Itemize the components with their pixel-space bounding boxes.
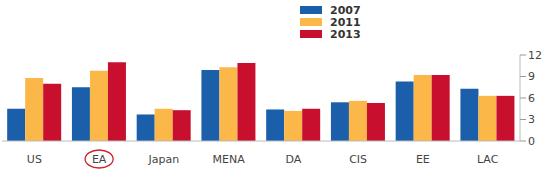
svg-text:9: 9 <box>528 70 535 83</box>
svg-text:EE: EE <box>416 153 430 166</box>
svg-text:LAC: LAC <box>477 153 499 166</box>
svg-text:Japan: Japan <box>148 153 180 166</box>
svg-text:0: 0 <box>528 135 535 148</box>
svg-text:3: 3 <box>528 113 535 126</box>
html-text:2013: 2013 <box>330 27 361 41</box>
svg-text:12: 12 <box>528 49 542 62</box>
svg-text:CIS: CIS <box>349 153 367 166</box>
svg-text:US: US <box>27 153 42 166</box>
svg-text:DA: DA <box>285 153 301 166</box>
svg-text:EA: EA <box>92 153 107 166</box>
svg-text:6: 6 <box>528 92 535 105</box>
html-text:2011: 2011 <box>330 15 361 29</box>
html-text:2007: 2007 <box>330 3 361 17</box>
svg-text:MENA: MENA <box>213 153 246 166</box>
